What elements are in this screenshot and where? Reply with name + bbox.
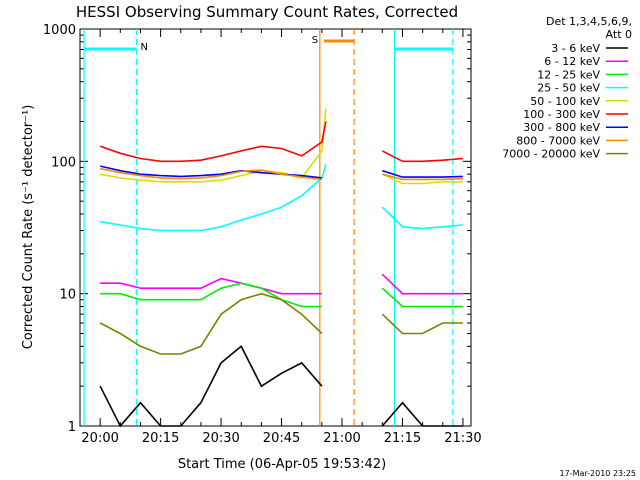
- y-axis-label: Corrected Count Rate (s⁻¹ detector⁻¹): [21, 105, 36, 350]
- y-tick-label: 10: [59, 288, 76, 303]
- y-tick-label: 1000: [43, 23, 76, 38]
- x-tick-label: 21:30: [444, 431, 481, 446]
- series-line-5: [381, 150, 463, 163]
- legend-entry-label: 50 - 100 keV: [530, 95, 600, 108]
- series-line-4: [100, 108, 327, 183]
- series-line-3: [381, 206, 463, 230]
- series-line-4: [381, 173, 463, 185]
- legend-entry-label: 12 - 25 keV: [537, 68, 600, 81]
- saa-marker-label: S: [312, 35, 318, 46]
- y-tick-label: 1: [68, 420, 76, 435]
- legend-entry-label: 800 - 7000 keV: [516, 134, 600, 147]
- x-tick-label: 20:15: [142, 431, 179, 446]
- y-tick-label: 100: [51, 155, 76, 170]
- plot-area: 20:00 20:15 20:30 20:45 21:00 21:15 21:30 1 10 10…: [43, 23, 482, 446]
- legend-entry-label: 3 - 6 keV: [551, 42, 600, 55]
- x-tick-label: 21:00: [323, 431, 360, 446]
- series-line-3: [100, 164, 327, 232]
- legend-entry-label: 100 - 300 keV: [523, 108, 600, 121]
- chart-title: HESSI Observing Summary Count Rates, Cor…: [76, 3, 458, 21]
- series-line-1: [381, 273, 463, 295]
- series-line-5: [99, 121, 327, 163]
- x-tick-label: 20:30: [202, 431, 239, 446]
- series-line-8: [381, 313, 463, 335]
- legend-entry-label: 7000 - 20000 keV: [502, 148, 600, 161]
- series-line-6: [382, 169, 463, 178]
- legend-entry-label: 6 - 12 keV: [544, 55, 600, 68]
- x-tick-label: 20:00: [81, 431, 118, 446]
- date-stamp: 17-Mar-2010 23:25: [560, 469, 637, 478]
- series-line-8: [99, 292, 323, 355]
- legend-header-1: Det 1,3,4,5,6,9,: [546, 15, 632, 28]
- night-marker-label: N: [140, 42, 147, 53]
- series-line-2: [100, 282, 322, 308]
- legend-entry-label: 300 - 800 keV: [523, 121, 600, 134]
- x-tick-label: 21:15: [384, 431, 421, 446]
- legend-entry-label: 25 - 50 keV: [537, 82, 600, 95]
- series-line-1: [100, 277, 322, 295]
- x-axis-label: Start Time (06-Apr-05 19:53:42): [178, 457, 386, 472]
- series-line-7: [382, 173, 463, 181]
- series-line-7: [100, 167, 322, 181]
- legend-header-2: Att 0: [606, 28, 632, 41]
- series-line-0: [381, 401, 463, 427]
- x-tick-label: 20:45: [263, 431, 300, 446]
- plot-frame: [79, 28, 472, 427]
- series-line-2: [381, 287, 463, 308]
- series-line-0: [99, 345, 323, 428]
